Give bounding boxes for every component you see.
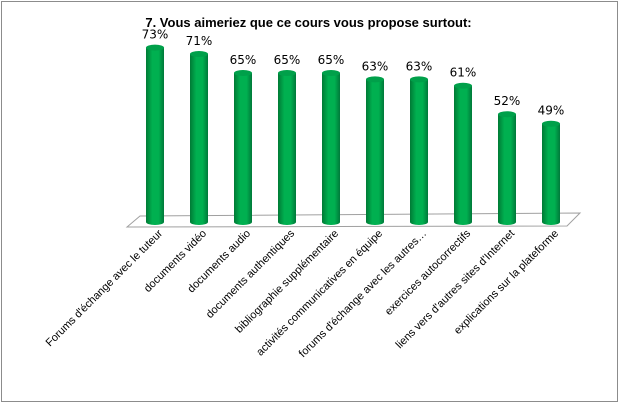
bar xyxy=(410,76,428,225)
bar xyxy=(278,70,296,225)
value-label: 65% xyxy=(230,53,257,67)
bar-cap xyxy=(542,120,560,127)
bar-body xyxy=(146,47,164,226)
bar xyxy=(146,44,164,226)
bar-body xyxy=(498,114,516,225)
chart-title: 7. Vous aimeriez que ce cours vous propo… xyxy=(145,15,472,30)
bar-body xyxy=(278,73,296,225)
bar-body xyxy=(190,53,208,225)
bar xyxy=(542,120,560,225)
bar xyxy=(454,82,472,225)
bar-cap xyxy=(146,44,164,51)
bar-body xyxy=(454,85,472,225)
value-label: 61% xyxy=(450,66,477,80)
bar xyxy=(234,70,252,225)
bar-cap xyxy=(278,70,296,77)
bar-cap xyxy=(454,82,472,89)
value-label: 73% xyxy=(142,28,169,42)
bar xyxy=(190,50,208,225)
category-label: exercices autocorrectifs xyxy=(383,227,474,318)
bar-cap xyxy=(190,50,208,57)
bar-cap xyxy=(498,111,516,118)
value-label: 52% xyxy=(494,94,521,108)
bar xyxy=(322,70,340,225)
bar-cap xyxy=(234,70,252,77)
value-label: 65% xyxy=(274,53,301,67)
value-label: 71% xyxy=(186,34,213,48)
bar-cap xyxy=(322,70,340,77)
category-label: documents authentiques xyxy=(204,227,298,321)
value-label: 63% xyxy=(406,59,433,73)
bar-body xyxy=(410,79,428,225)
value-label: 65% xyxy=(318,53,345,67)
bar-cap xyxy=(410,76,428,83)
bar-body xyxy=(322,73,340,225)
bar xyxy=(366,76,384,225)
bar-body xyxy=(542,123,560,225)
bar-cap xyxy=(366,76,384,83)
bar-body xyxy=(366,79,384,225)
value-label: 63% xyxy=(362,59,389,73)
bar xyxy=(498,111,516,225)
bar-body xyxy=(234,73,252,225)
value-label: 49% xyxy=(538,104,565,118)
